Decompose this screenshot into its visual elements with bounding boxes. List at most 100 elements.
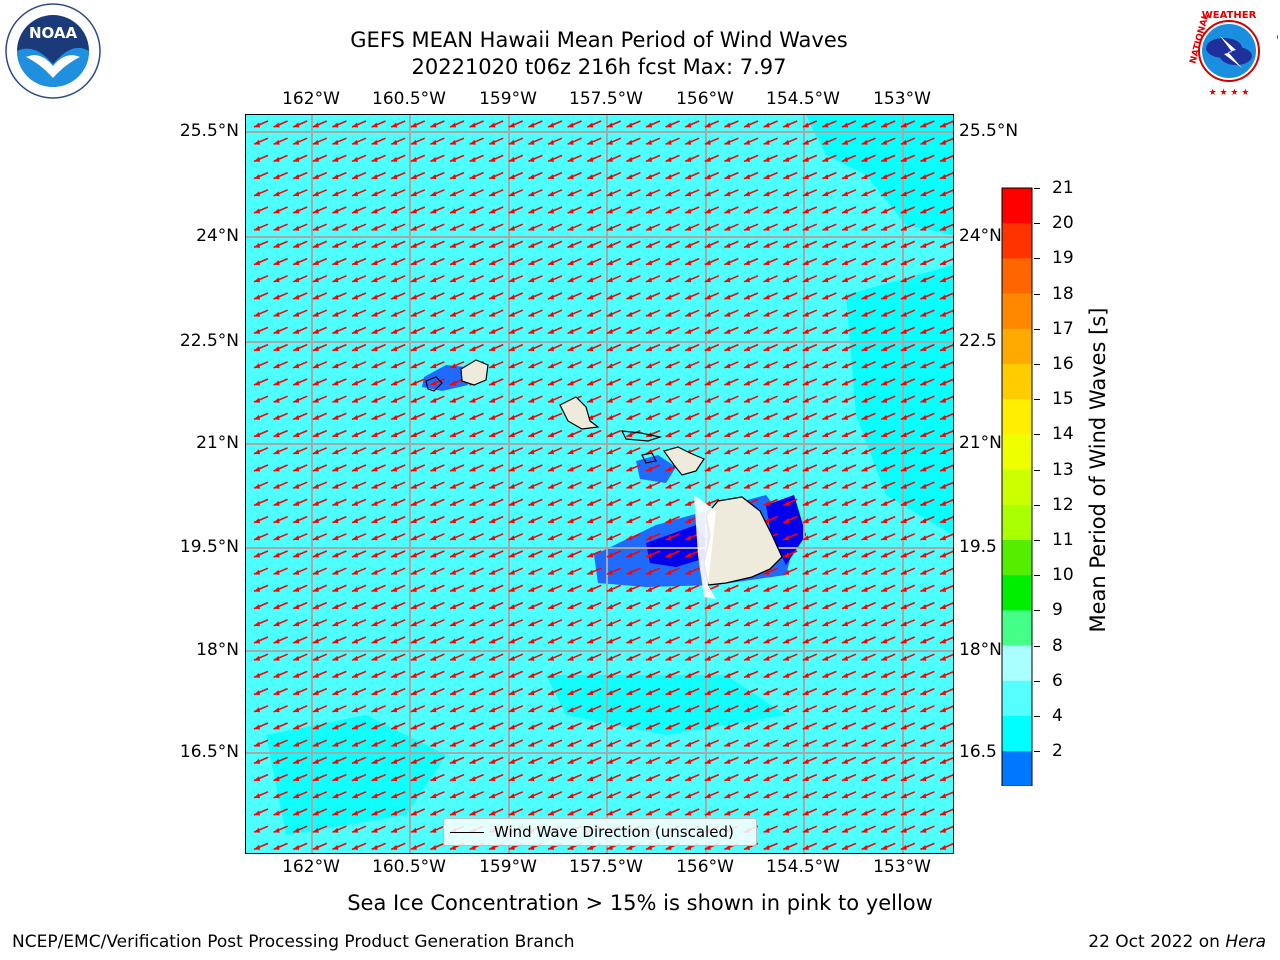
wave-direction-arrow bbox=[273, 223, 288, 231]
wave-direction-arrow bbox=[390, 223, 406, 231]
wave-direction-arrow bbox=[410, 412, 426, 421]
wave-direction-arrow bbox=[782, 533, 798, 541]
wave-direction-arrow bbox=[645, 739, 661, 747]
wave-direction-arrow bbox=[410, 756, 426, 765]
wave-direction-arrow bbox=[567, 257, 582, 266]
wave-direction-arrow bbox=[763, 412, 778, 421]
colorbar bbox=[1000, 186, 1036, 818]
wave-direction-arrow bbox=[920, 670, 935, 679]
wave-direction-arrow bbox=[469, 722, 484, 730]
wave-direction-arrow bbox=[880, 154, 896, 163]
wave-direction-arrow bbox=[253, 567, 269, 575]
wave-direction-arrow bbox=[312, 275, 328, 283]
wave-direction-arrow bbox=[273, 395, 288, 403]
wave-direction-arrow bbox=[469, 429, 484, 438]
wave-direction-arrow bbox=[861, 343, 876, 352]
wave-direction-arrow bbox=[822, 584, 837, 593]
wave-direction-arrow bbox=[782, 343, 798, 352]
wave-direction-arrow bbox=[724, 636, 739, 644]
wave-direction-arrow bbox=[586, 481, 602, 489]
wave-direction-arrow bbox=[743, 464, 759, 472]
wave-direction-arrow bbox=[430, 275, 445, 283]
wave-direction-arrow bbox=[763, 206, 778, 214]
wave-direction-arrow bbox=[900, 567, 916, 575]
wave-direction-arrow bbox=[351, 739, 367, 747]
wave-direction-arrow bbox=[567, 515, 582, 524]
wave-direction-arrow bbox=[332, 206, 347, 214]
wave-direction-arrow bbox=[724, 223, 739, 231]
wave-direction-arrow bbox=[253, 515, 269, 524]
wave-direction-arrow bbox=[449, 636, 465, 644]
wave-direction-arrow bbox=[567, 171, 582, 180]
wave-direction-arrow bbox=[743, 206, 759, 214]
wave-direction-arrow bbox=[920, 567, 935, 575]
wave-direction-arrow bbox=[606, 584, 622, 593]
wave-direction-arrow bbox=[273, 257, 288, 266]
wave-direction-arrow bbox=[822, 705, 837, 713]
wave-direction-arrow bbox=[528, 275, 543, 283]
wave-direction-arrow bbox=[684, 773, 700, 782]
wave-direction-arrow bbox=[802, 189, 818, 197]
wave-direction-arrow bbox=[645, 464, 661, 472]
wave-direction-arrow bbox=[645, 533, 661, 541]
wave-direction-arrow bbox=[351, 223, 367, 231]
wave-direction-arrow bbox=[880, 498, 896, 507]
wave-direction-arrow bbox=[567, 670, 582, 679]
colorbar-tick: 15 bbox=[1052, 389, 1074, 410]
wave-direction-arrow bbox=[351, 395, 367, 403]
wave-direction-arrow bbox=[371, 275, 386, 283]
wave-direction-arrow bbox=[822, 670, 837, 679]
wave-direction-arrow bbox=[802, 619, 818, 627]
wave-direction-arrow bbox=[292, 378, 308, 386]
wave-direction-arrow bbox=[626, 343, 641, 352]
wave-direction-arrow bbox=[292, 464, 308, 472]
wave-direction-arrow bbox=[567, 343, 582, 352]
wave-direction-arrow bbox=[390, 412, 406, 421]
wave-direction-arrow bbox=[449, 292, 465, 300]
wave-direction-arrow bbox=[547, 601, 563, 610]
wave-direction-arrow bbox=[469, 447, 484, 455]
wave-direction-arrow bbox=[528, 137, 543, 145]
wave-direction-arrow bbox=[449, 722, 465, 730]
wave-direction-arrow bbox=[724, 705, 739, 713]
wave-direction-arrow bbox=[469, 120, 484, 128]
wave-direction-arrow bbox=[449, 223, 465, 231]
lat-tick-right: 24°N bbox=[959, 226, 1002, 246]
wave-direction-arrow bbox=[390, 189, 406, 197]
wave-direction-arrow bbox=[547, 515, 563, 524]
wave-direction-arrow bbox=[390, 756, 406, 765]
wave-direction-arrow bbox=[939, 120, 955, 128]
wave-direction-arrow bbox=[782, 653, 798, 661]
wave-direction-arrow bbox=[586, 257, 602, 266]
wave-direction-arrow bbox=[626, 429, 641, 438]
wave-direction-arrow bbox=[763, 567, 778, 575]
wave-direction-arrow bbox=[430, 292, 445, 300]
wave-direction-arrow bbox=[292, 550, 308, 558]
wave-direction-arrow bbox=[626, 309, 641, 317]
wave-direction-arrow bbox=[802, 636, 818, 644]
wave-direction-arrow bbox=[469, 619, 484, 627]
wave-direction-arrow bbox=[371, 825, 386, 833]
wave-direction-arrow bbox=[645, 687, 661, 696]
wave-direction-arrow bbox=[508, 240, 524, 249]
wave-direction-arrow bbox=[312, 154, 328, 163]
wave-direction-arrow bbox=[312, 636, 328, 644]
wave-direction-arrow bbox=[586, 429, 602, 438]
wave-direction-arrow bbox=[684, 137, 700, 145]
wave-direction-arrow bbox=[704, 773, 720, 782]
wave-direction-arrow bbox=[508, 584, 524, 593]
wave-direction-arrow bbox=[724, 429, 739, 438]
wave-direction-arrow bbox=[351, 154, 367, 163]
wave-direction-arrow bbox=[547, 361, 563, 369]
wave-direction-arrow bbox=[704, 120, 720, 128]
wave-direction-arrow bbox=[841, 257, 857, 266]
wave-direction-arrow bbox=[606, 550, 622, 558]
wave-direction-arrow bbox=[645, 619, 661, 627]
wave-direction-arrow bbox=[822, 395, 837, 403]
wave-direction-arrow bbox=[508, 808, 524, 816]
wave-direction-arrow bbox=[390, 619, 406, 627]
wave-direction-arrow bbox=[822, 601, 837, 610]
wave-direction-arrow bbox=[410, 223, 426, 231]
wave-direction-arrow bbox=[939, 670, 955, 679]
wave-direction-arrow bbox=[900, 378, 916, 386]
